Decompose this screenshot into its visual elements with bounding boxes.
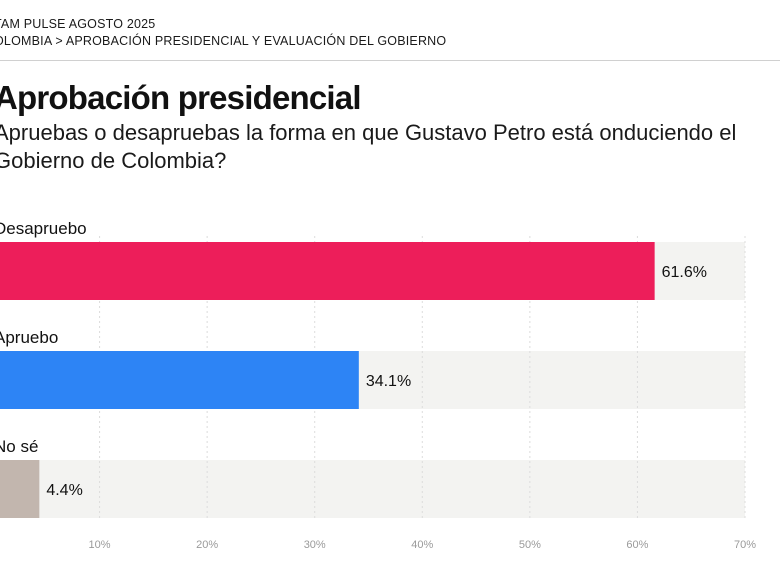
tick-label: 30% [304, 539, 326, 551]
category-label: Apruebo [0, 328, 58, 347]
bar [0, 351, 359, 409]
value-label: 34.1% [366, 373, 411, 390]
value-label: 61.6% [662, 264, 707, 281]
category-label: No sé [0, 437, 38, 456]
tick-label: 70% [734, 539, 756, 551]
category-label: Desapruebo [0, 219, 87, 238]
tick-label: 40% [411, 539, 433, 551]
bar [0, 242, 655, 300]
tick-label: 60% [626, 539, 648, 551]
tick-label: 20% [196, 539, 218, 551]
bar [0, 460, 40, 518]
chart-subtitle: Apruebas o desapruebas la forma en que G… [0, 120, 737, 173]
chart-title: Aprobación presidencial [0, 79, 362, 116]
value-label: 4.4% [46, 482, 82, 499]
bar-track [0, 460, 745, 518]
tick-label: 50% [519, 539, 541, 551]
tick-label: 10% [89, 539, 111, 551]
report-kicker: TAM PULSE AGOSTO 2025 [0, 17, 156, 31]
breadcrumb: OLOMBIA > APROBACIÓN PRESIDENCIAL Y EVAL… [0, 34, 447, 48]
header-divider [0, 60, 780, 61]
